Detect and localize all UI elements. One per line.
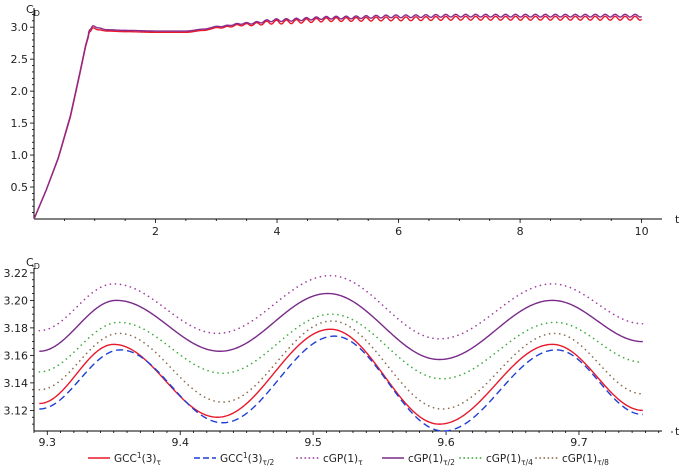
bottom-y-tick-label: 3.18 xyxy=(4,322,29,335)
bottom-x-tick-label: 9.4 xyxy=(171,436,189,449)
top-x-tick-label: 2 xyxy=(152,225,159,238)
legend-item: cGP(1)τ/8 xyxy=(535,453,609,467)
legend-label: GCC1(3)τ xyxy=(114,451,161,467)
legend-item: cGP(1)τ/2 xyxy=(382,453,455,467)
bottom-series-line xyxy=(39,292,643,361)
top-series-line xyxy=(33,15,643,220)
legend-label: cGP(1)τ/8 xyxy=(562,453,609,467)
bottom-y-tick-label: 3.22 xyxy=(4,267,29,280)
bottom-series-line xyxy=(38,320,644,410)
top-x-tick-label: 8 xyxy=(517,225,524,238)
top-y-tick-label: 2.0 xyxy=(11,85,29,98)
bottom-y-tick-label: 3.20 xyxy=(4,294,29,307)
top-y-tick-label: 2.5 xyxy=(11,53,29,66)
top-y-tick-label: 0.5 xyxy=(11,181,29,194)
chart-top: 2 4 6 8 10 0.5 1.0 1.5 2.0 2.5 3.0 t CD xyxy=(11,3,681,238)
legend-item: cGP(1)τ xyxy=(296,453,363,467)
chart-bottom: 9.3 9.4 9.5 9.6 9.7 3.12 3.14 3.16 3.18 3.20 3.22 t… xyxy=(4,256,681,449)
legend-label: cGP(1)τ/4 xyxy=(486,453,533,467)
bottom-series-line xyxy=(39,328,643,425)
top-x-tick-label: 4 xyxy=(274,225,281,238)
legend-item: GCC1(3)τ xyxy=(88,451,161,467)
bottom-x-tick-label: 9.5 xyxy=(304,436,322,449)
bottom-series-line xyxy=(38,274,644,340)
top-series-line xyxy=(33,13,642,220)
bottom-x-tick-label: 9.6 xyxy=(437,436,455,449)
legend-label: GCC1(3)τ/2 xyxy=(220,451,275,467)
top-x-tick-label: 6 xyxy=(395,225,402,238)
top-x-axis-label: t xyxy=(675,213,680,226)
legend-label: cGP(1)τ/2 xyxy=(408,453,455,467)
legend: GCC1(3)τ GCC1(3)τ/2 cGP(1)τ cGP(1)τ/2 cGP(1)… xyxy=(88,451,609,467)
bottom-y-tick-label: 3.14 xyxy=(4,377,29,390)
bottom-x-tick-label: 9.7 xyxy=(570,436,588,449)
top-y-axis-label: CD xyxy=(26,3,40,18)
bottom-series-line xyxy=(39,335,643,432)
bottom-x-tick-label: 9.3 xyxy=(39,436,57,449)
bottom-y-tick-label: 3.12 xyxy=(4,404,29,417)
top-y-tick-label: 1.0 xyxy=(11,149,29,162)
legend-item: cGP(1)τ/4 xyxy=(459,453,533,467)
top-y-tick-label: 3.0 xyxy=(11,21,29,34)
top-x-tick-label: 10 xyxy=(635,225,649,238)
legend-item: GCC1(3)τ/2 xyxy=(194,451,275,467)
bottom-y-axis-label: CD xyxy=(26,256,40,271)
bottom-x-axis-label: t xyxy=(675,425,680,438)
bottom-series-line xyxy=(38,313,644,380)
bottom-y-tick-label: 3.16 xyxy=(4,349,29,362)
legend-label: cGP(1)τ xyxy=(323,453,363,467)
top-y-tick-label: 1.5 xyxy=(11,117,29,130)
